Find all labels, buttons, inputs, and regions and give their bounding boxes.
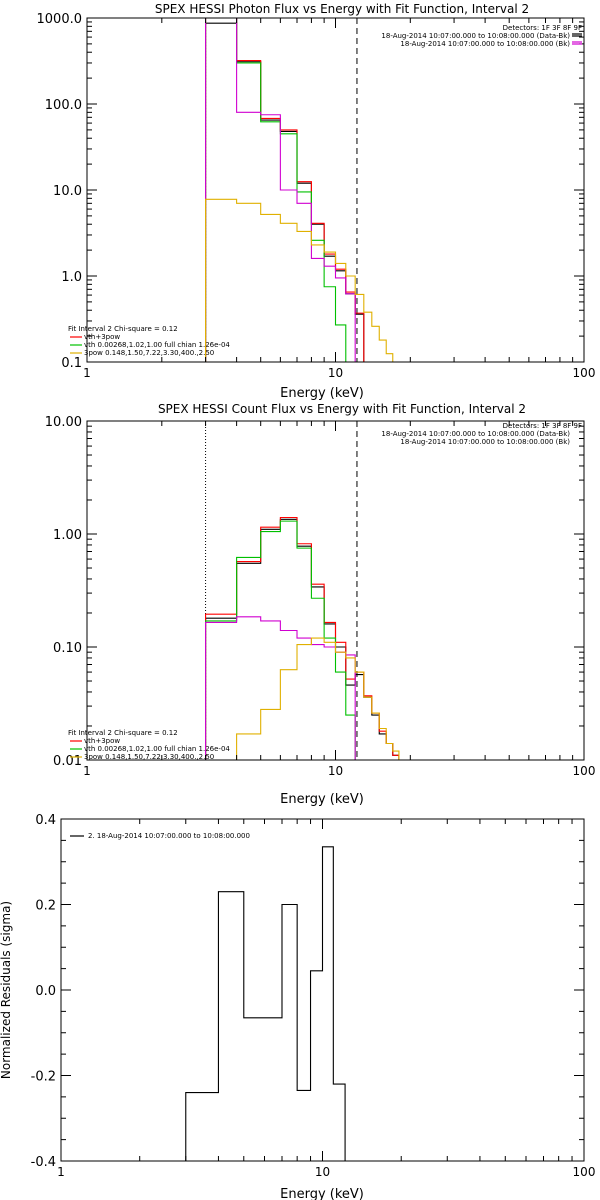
- x-tick-label: 10: [328, 764, 343, 778]
- y-tick-label: 100.0: [45, 98, 82, 113]
- residuals-panel: 2. 18-Aug-2014 10:07:00.000 to 10:08:00.…: [0, 813, 595, 1200]
- y-tick-label: 1000.0: [37, 12, 83, 27]
- x-axis-label: Energy (keV): [280, 792, 364, 807]
- legend-entry-bk: 18-Aug-2014 10:07:00.000 to 10:08:00.000…: [400, 40, 570, 48]
- legend-entry-3pow: 3pow 0.148,1.50,7.22,3.30,400.,2.50: [84, 349, 214, 357]
- y-tick-label: 1.0: [61, 270, 82, 285]
- y-tick-label: 0.10: [53, 641, 82, 656]
- legend-bottom-left: Fit Interval 2 Chi-square = 0.12 vth+3po…: [68, 325, 230, 357]
- chart-title: SPEX HESSI Photon Flux vs Energy with Fi…: [155, 2, 529, 16]
- series-line-0: [185, 846, 346, 1161]
- y-tick-label: 0.01: [53, 754, 82, 769]
- y-tick-label: 10.0: [53, 184, 82, 199]
- x-tick-label: 1: [83, 764, 91, 778]
- legend-entry-residual: 2. 18-Aug-2014 10:07:00.000 to 10:08:00.…: [88, 832, 250, 840]
- y-tick-label: 0.1: [61, 356, 82, 371]
- legend-entry-total: vth+3pow: [84, 333, 120, 341]
- y-axis-label: Normalized Residuals (sigma): [0, 901, 13, 1079]
- x-tick-label: 100: [573, 366, 596, 380]
- x-tick-label: 1: [57, 1165, 65, 1179]
- y-tick-label: 0.0: [35, 984, 56, 999]
- plot-area: [86, 420, 585, 761]
- legend-entry-data: 18-Aug-2014 10:07:00.000 to 10:08:00.000…: [381, 430, 570, 438]
- legend-bottom-left: Fit Interval 2 Chi-square = 0.12 vth+3po…: [68, 729, 230, 761]
- legend-entry-data: 18-Aug-2014 10:07:00.000 to 10:08:00.000…: [381, 32, 570, 40]
- y-tick-label: 0.2: [35, 899, 56, 914]
- legend-entry-bk: 18-Aug-2014 10:07:00.000 to 10:08:00.000…: [400, 438, 570, 446]
- series-line-0: [205, 22, 365, 362]
- x-tick-label: 1: [83, 366, 91, 380]
- x-tick-label: 10: [315, 1165, 330, 1179]
- legend-detectors: Detectors: 1F 3F 8F 9F: [503, 422, 582, 430]
- legend-entry-vth: vth 0.00268,1.02,1.00 full chian 1.26e-0…: [84, 341, 230, 349]
- series-line-0: [205, 518, 405, 760]
- x-tick-label: 100: [573, 764, 596, 778]
- legend: 2. 18-Aug-2014 10:07:00.000 to 10:08:00.…: [88, 832, 250, 840]
- legend-entry-vth: vth 0.00268,1.02,1.00 full chian 1.26e-0…: [84, 745, 230, 753]
- x-axis-label: Energy (keV): [280, 386, 364, 401]
- x-tick-label: 100: [573, 1165, 596, 1179]
- plot-area: [86, 17, 585, 363]
- legend-entry-total: vth+3pow: [84, 737, 120, 745]
- y-tick-label: 0.4: [35, 813, 56, 828]
- series-line-3: [205, 18, 364, 362]
- series-line-2: [205, 520, 356, 760]
- legend-top-right: Detectors: 1F 3F 8F 9F 18-Aug-2014 10:07…: [381, 422, 582, 446]
- photon-flux-panel: SPEX HESSI Photon Flux vs Energy with Fi…: [37, 2, 596, 401]
- legend-entry-3pow: 3pow 0.148,1.50,7.22,3.30,400.,2.50: [84, 753, 214, 761]
- series-line-1: [205, 516, 405, 760]
- series-line-3: [205, 616, 364, 760]
- y-tick-label: 1.00: [53, 528, 82, 543]
- count-flux-panel: SPEX HESSI Count Flux vs Energy with Fit…: [45, 33, 596, 807]
- x-axis-label: Energy (keV): [280, 1187, 364, 1200]
- axes-frame: [86, 420, 585, 761]
- y-tick-label: -0.4: [31, 1155, 56, 1170]
- chart-title: SPEX HESSI Count Flux vs Energy with Fit…: [158, 402, 526, 416]
- legend-fit-interval: Fit Interval 2 Chi-square = 0.12: [68, 729, 178, 737]
- x-tick-label: 10: [328, 366, 343, 380]
- y-tick-label: 10.00: [45, 415, 82, 430]
- series-line-4: [205, 198, 399, 362]
- legend-top-right: Detectors: 1F 3F 8F 9F 18-Aug-2014 10:07…: [381, 24, 582, 48]
- plot-area: [60, 818, 585, 1162]
- legend-detectors: Detectors: 1F 3F 8F 9F: [503, 24, 582, 32]
- series-line-4: [236, 637, 411, 760]
- legend-fit-interval: Fit Interval 2 Chi-square = 0.12: [68, 325, 178, 333]
- y-tick-label: -0.2: [31, 1070, 56, 1085]
